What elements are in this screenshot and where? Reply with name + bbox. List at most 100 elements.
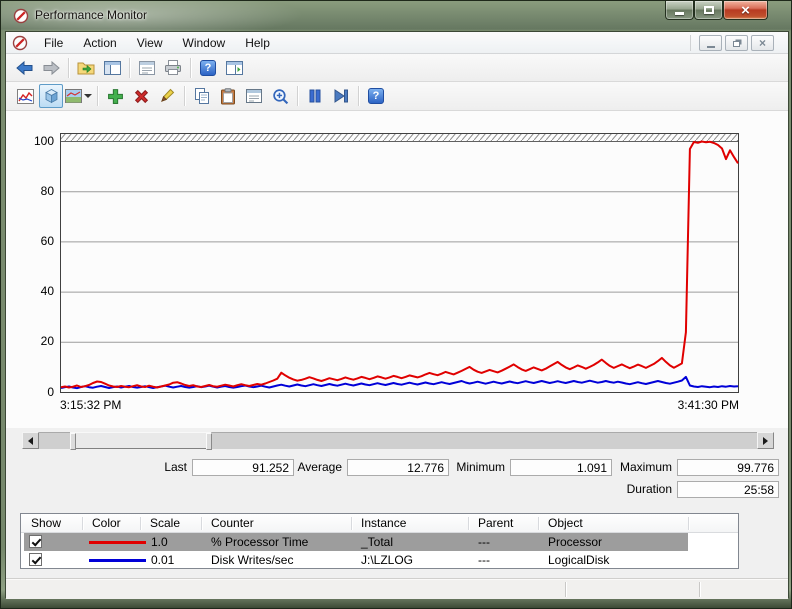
minimum-label: Minimum [456, 460, 505, 474]
close-button[interactable]: × [723, 1, 768, 20]
column-header-scale[interactable]: Scale [150, 516, 181, 530]
change-graph-type-button[interactable] [65, 84, 92, 108]
window-title: Performance Monitor [35, 8, 148, 22]
chart-plot-area [60, 133, 739, 393]
scale-cell: 0.01 [151, 553, 175, 567]
header-separator [351, 517, 352, 530]
scale-cell: 1.0 [151, 535, 168, 549]
show-hide-console-tree-button[interactable] [74, 56, 98, 80]
y-axis-labels: 0 20 40 60 80 100 [16, 133, 54, 399]
window-client-area: File Action View Window Help × [5, 31, 789, 599]
y-axis-tick: 60 [40, 233, 54, 248]
scrollbar-thumb[interactable] [70, 432, 212, 450]
mdi-minimize-button[interactable] [699, 35, 722, 51]
menu-view[interactable]: View [136, 35, 163, 50]
time-range-scrollbar[interactable] [22, 432, 774, 450]
window-button[interactable] [100, 56, 124, 80]
show-hide-action-pane-button[interactable] [222, 56, 246, 80]
average-value: 12.776 [347, 459, 449, 476]
printer-icon [165, 60, 181, 75]
menu-help[interactable]: Help [245, 35, 270, 50]
help-button-graph[interactable]: ? [364, 84, 388, 108]
paste-clipboard-icon [221, 87, 235, 104]
change-graph-type-icon [65, 89, 82, 103]
minimize-button[interactable] [665, 1, 694, 20]
color-swatch [89, 559, 146, 562]
forward-button[interactable] [39, 56, 63, 80]
freeze-display-button[interactable] [303, 84, 327, 108]
column-header-instance[interactable]: Instance [361, 516, 407, 530]
duration-label: Duration [626, 482, 672, 496]
dropdown-arrow-icon [84, 94, 92, 98]
step-forward-icon [334, 89, 348, 103]
object-cell: Processor [548, 535, 603, 549]
header-separator [538, 517, 539, 530]
properties-dialog-button[interactable] [135, 56, 159, 80]
paste-counter-list-button[interactable] [216, 84, 240, 108]
mdi-close-icon: × [758, 36, 766, 50]
mdi-restore-button[interactable] [725, 35, 748, 51]
selected-row-highlight [24, 533, 688, 551]
y-axis-tick: 40 [40, 284, 54, 299]
highlight-button[interactable] [155, 84, 179, 108]
scrollbar-left-button[interactable] [22, 432, 39, 449]
mdi-close-button[interactable]: × [751, 35, 774, 51]
view-log-data-button[interactable] [39, 84, 63, 108]
zoom-icon [272, 88, 288, 104]
minimize-icon [675, 11, 684, 15]
left-arrow-icon [28, 436, 33, 445]
instance-cell: J:\LZLOG [361, 553, 414, 567]
header-separator [468, 517, 469, 530]
menu-file[interactable]: File [44, 35, 64, 50]
help-icon: ? [200, 59, 216, 76]
color-swatch [89, 541, 146, 544]
right-arrow-icon [763, 436, 768, 445]
counter-row-disk-writes[interactable]: 0.01 Disk Writes/sec J:\LZLOG --- Logica… [21, 551, 738, 569]
delete-counter-button[interactable] [129, 84, 153, 108]
scrollbar-right-button[interactable] [757, 432, 774, 449]
print-button[interactable] [161, 56, 185, 80]
menu-window[interactable]: Window [182, 35, 226, 50]
column-header-object[interactable]: Object [548, 516, 583, 530]
update-data-button[interactable] [329, 84, 353, 108]
maximize-button[interactable] [694, 1, 723, 20]
zoom-button[interactable] [268, 84, 292, 108]
forward-arrow-icon [43, 60, 60, 75]
duration-value: 25:58 [677, 481, 779, 498]
view-log-data-icon [44, 89, 58, 104]
properties-button[interactable] [242, 84, 266, 108]
header-separator [140, 517, 141, 530]
header-separator [201, 517, 202, 530]
performance-chart [60, 133, 739, 393]
perfmon-app-icon [13, 8, 29, 24]
show-checkbox[interactable] [29, 535, 42, 548]
copy-properties-button[interactable] [190, 84, 214, 108]
status-separator [565, 582, 566, 597]
column-header-show[interactable]: Show [31, 516, 62, 530]
help-icon: ? [368, 88, 384, 104]
delete-icon [134, 89, 148, 103]
title-bar[interactable]: Performance Monitor × [1, 1, 791, 31]
view-current-activity-button[interactable] [13, 84, 37, 108]
add-counter-button[interactable] [103, 84, 127, 108]
view-current-activity-icon [16, 88, 34, 104]
last-label: Last [164, 460, 187, 474]
maximum-label: Maximum [619, 460, 672, 474]
counter-row-processor-time[interactable]: 1.0 % Processor Time _Total --- Processo… [21, 533, 738, 551]
x-axis-start-time: 3:15:32 PM [60, 398, 122, 412]
show-checkbox[interactable] [29, 553, 42, 566]
close-icon: × [741, 1, 750, 19]
properties-dialog-icon [139, 60, 155, 75]
help-button[interactable]: ? [196, 56, 220, 80]
offscale-hatch-band [61, 134, 738, 142]
parent-cell: --- [478, 535, 490, 549]
instance-cell: _Total [361, 535, 394, 549]
back-button[interactable] [13, 56, 37, 80]
y-axis-tick: 80 [40, 183, 54, 198]
perfmon-menu-icon [12, 35, 28, 50]
menu-action[interactable]: Action [83, 35, 117, 50]
average-label: Average [297, 460, 342, 474]
column-header-color[interactable]: Color [92, 516, 121, 530]
column-header-parent[interactable]: Parent [478, 516, 514, 530]
column-header-counter[interactable]: Counter [211, 516, 254, 530]
